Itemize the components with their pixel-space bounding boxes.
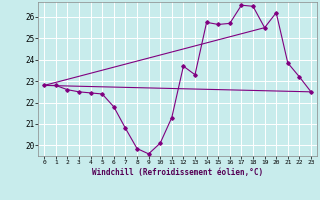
- X-axis label: Windchill (Refroidissement éolien,°C): Windchill (Refroidissement éolien,°C): [92, 168, 263, 177]
